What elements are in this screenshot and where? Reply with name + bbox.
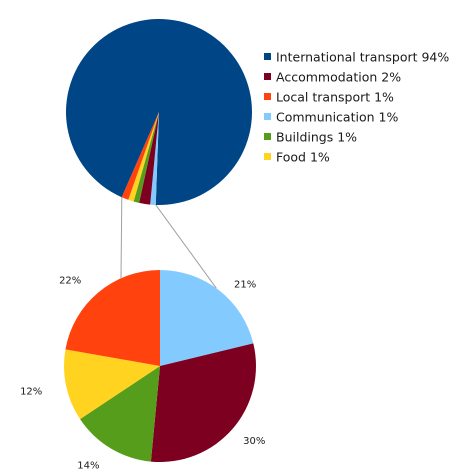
detail-slice-communication bbox=[160, 270, 254, 366]
detail-label-communication: 21% bbox=[234, 280, 256, 291]
detail-label-local-transport: 22% bbox=[59, 276, 81, 287]
detail-slice-local-transport bbox=[65, 270, 160, 366]
legend-label-food: Food 1% bbox=[276, 150, 330, 165]
detail-label-food: 12% bbox=[20, 387, 42, 398]
detail-slice-food bbox=[64, 349, 160, 420]
legend-swatch-local-transport bbox=[264, 93, 271, 100]
connector-line-left bbox=[120, 197, 123, 279]
detail-label-buildings: 14% bbox=[77, 460, 99, 471]
legend-label-buildings: Buildings 1% bbox=[276, 130, 357, 145]
legend-label-accommodation: Accommodation 2% bbox=[276, 70, 401, 85]
legend-swatch-accommodation bbox=[264, 73, 271, 80]
legend-label-international-transport: International transport 94% bbox=[276, 50, 449, 65]
main-slice-international-transport bbox=[65, 18, 252, 205]
detail-pie bbox=[64, 270, 256, 463]
legend-swatch-communication bbox=[264, 113, 271, 120]
legend-label-local-transport: Local transport 1% bbox=[276, 90, 394, 105]
main-slice-communication bbox=[150, 112, 159, 205]
legend-swatch-buildings bbox=[264, 133, 271, 140]
legend-swatch-food bbox=[264, 153, 271, 160]
connector-line-right bbox=[155, 204, 217, 289]
main-slice-food bbox=[128, 112, 159, 202]
legend-swatch-international-transport bbox=[264, 53, 271, 60]
main-pie bbox=[65, 18, 252, 205]
detail-slice-buildings bbox=[80, 366, 160, 462]
main-slice-buildings bbox=[133, 112, 159, 203]
detail-label-accommodation: 30% bbox=[243, 436, 265, 447]
detail-pie-labels: 21% 30% 14% 12% 22% bbox=[20, 276, 265, 472]
legend-label-communication: Communication 1% bbox=[276, 110, 398, 125]
legend: International transport 94% Accommodation… bbox=[264, 50, 449, 165]
detail-slice-accommodation bbox=[150, 343, 256, 463]
connector-lines bbox=[120, 197, 217, 289]
main-slice-accommodation bbox=[139, 112, 159, 205]
main-slice-local-transport bbox=[121, 112, 159, 200]
